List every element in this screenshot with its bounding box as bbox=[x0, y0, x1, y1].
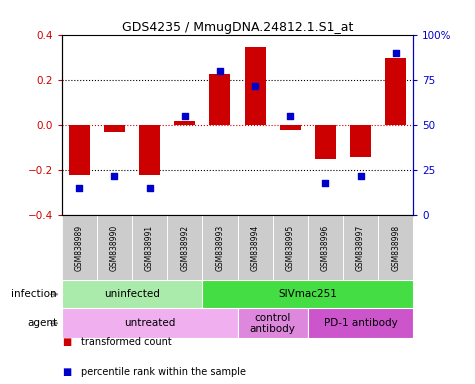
Bar bbox=[280, 125, 301, 130]
Point bbox=[286, 113, 294, 119]
Text: GSM838996: GSM838996 bbox=[321, 225, 330, 271]
Bar bbox=[385, 58, 406, 125]
Point bbox=[111, 173, 118, 179]
Bar bbox=[202, 280, 413, 308]
Point bbox=[216, 68, 224, 74]
Text: GSM838993: GSM838993 bbox=[216, 225, 224, 271]
Bar bbox=[62, 308, 238, 338]
Bar bbox=[62, 280, 202, 308]
Text: percentile rank within the sample: percentile rank within the sample bbox=[81, 367, 246, 377]
Bar bbox=[245, 46, 266, 125]
Title: GDS4235 / MmugDNA.24812.1.S1_at: GDS4235 / MmugDNA.24812.1.S1_at bbox=[122, 21, 353, 34]
Text: transformed count: transformed count bbox=[81, 337, 171, 347]
Text: control
antibody: control antibody bbox=[250, 313, 295, 334]
Bar bbox=[238, 215, 273, 280]
Text: GSM838998: GSM838998 bbox=[391, 225, 400, 271]
Point bbox=[146, 185, 153, 191]
Bar bbox=[308, 215, 343, 280]
Text: GSM838992: GSM838992 bbox=[180, 225, 189, 271]
Text: PD-1 antibody: PD-1 antibody bbox=[323, 318, 398, 328]
Text: GSM838994: GSM838994 bbox=[251, 225, 259, 271]
Text: untreated: untreated bbox=[124, 318, 175, 328]
Bar bbox=[167, 215, 202, 280]
Bar bbox=[378, 215, 413, 280]
Text: GSM838997: GSM838997 bbox=[356, 225, 365, 271]
Point bbox=[392, 50, 399, 56]
Text: infection: infection bbox=[11, 289, 57, 299]
Point bbox=[357, 173, 364, 179]
Bar bbox=[209, 74, 230, 125]
Bar bbox=[97, 215, 132, 280]
Text: GSM838990: GSM838990 bbox=[110, 225, 119, 271]
Text: SIVmac251: SIVmac251 bbox=[278, 289, 337, 299]
Point bbox=[251, 83, 259, 89]
Bar bbox=[104, 125, 125, 132]
Text: GSM838989: GSM838989 bbox=[75, 225, 84, 271]
Bar bbox=[308, 308, 413, 338]
Bar bbox=[69, 125, 90, 175]
Text: ■: ■ bbox=[62, 337, 71, 347]
Bar bbox=[315, 125, 336, 159]
Point bbox=[181, 113, 189, 119]
Text: GSM838995: GSM838995 bbox=[286, 225, 294, 271]
Point bbox=[76, 185, 83, 191]
Text: ■: ■ bbox=[62, 367, 71, 377]
Bar bbox=[273, 215, 308, 280]
Text: uninfected: uninfected bbox=[104, 289, 160, 299]
Bar bbox=[238, 308, 308, 338]
Text: GSM838991: GSM838991 bbox=[145, 225, 154, 271]
Bar bbox=[343, 215, 378, 280]
Bar bbox=[174, 121, 195, 125]
Point bbox=[322, 180, 329, 186]
Bar bbox=[132, 215, 167, 280]
Bar bbox=[139, 125, 160, 175]
Bar bbox=[350, 125, 371, 157]
Bar bbox=[202, 215, 238, 280]
Text: agent: agent bbox=[27, 318, 57, 328]
Bar bbox=[62, 215, 97, 280]
